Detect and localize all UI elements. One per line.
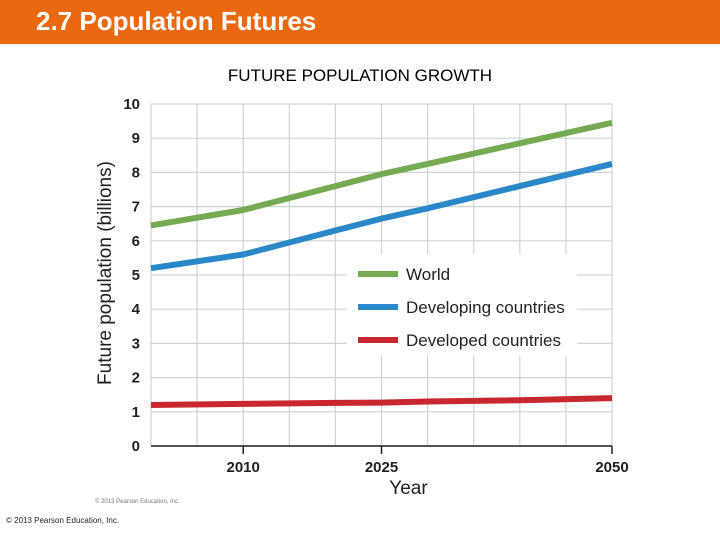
x-axis-title: Year [389,478,428,499]
y-tick-label: 5 [132,267,140,284]
y-tick-label: 7 [132,199,140,216]
chart-credit: © 2013 Pearson Education, Inc. [95,498,180,505]
x-tick-label: 2025 [365,459,398,476]
y-axis-title: Future population (billions) [95,161,116,385]
series-lines [150,119,613,408]
copyright-notice: © 2013 Pearson Education, Inc. [6,516,120,525]
slide-title: 2.7 Population Futures [36,6,317,36]
axes: 0 1 2 3 4 5 6 7 8 9 10 2010 2025 2050 [123,96,628,476]
y-tick-label: 3 [132,335,140,352]
x-tick-label: 2050 [595,459,628,476]
y-tick-label: 2 [132,370,140,387]
series-line [150,160,613,272]
y-tick-label: 10 [123,96,140,113]
y-tick-label: 9 [132,130,140,147]
y-tick-label: 0 [132,438,140,455]
y-tick-label: 8 [132,164,140,181]
series-line [150,395,613,408]
legend-label: World [406,265,450,284]
series-line [150,119,613,229]
legend-label: Developing countries [406,298,565,317]
legend: World Developing countries Developed count… [347,254,577,356]
legend-label: Developed countries [406,331,561,350]
y-tick-label: 6 [132,233,140,250]
chart-title: FUTURE POPULATION GROWTH [227,66,493,85]
title-bar: 2.7 Population Futures [0,0,720,44]
x-tick-label: 2010 [227,459,260,476]
y-tick-label: 1 [132,404,140,421]
y-tick-label: 4 [132,301,141,318]
